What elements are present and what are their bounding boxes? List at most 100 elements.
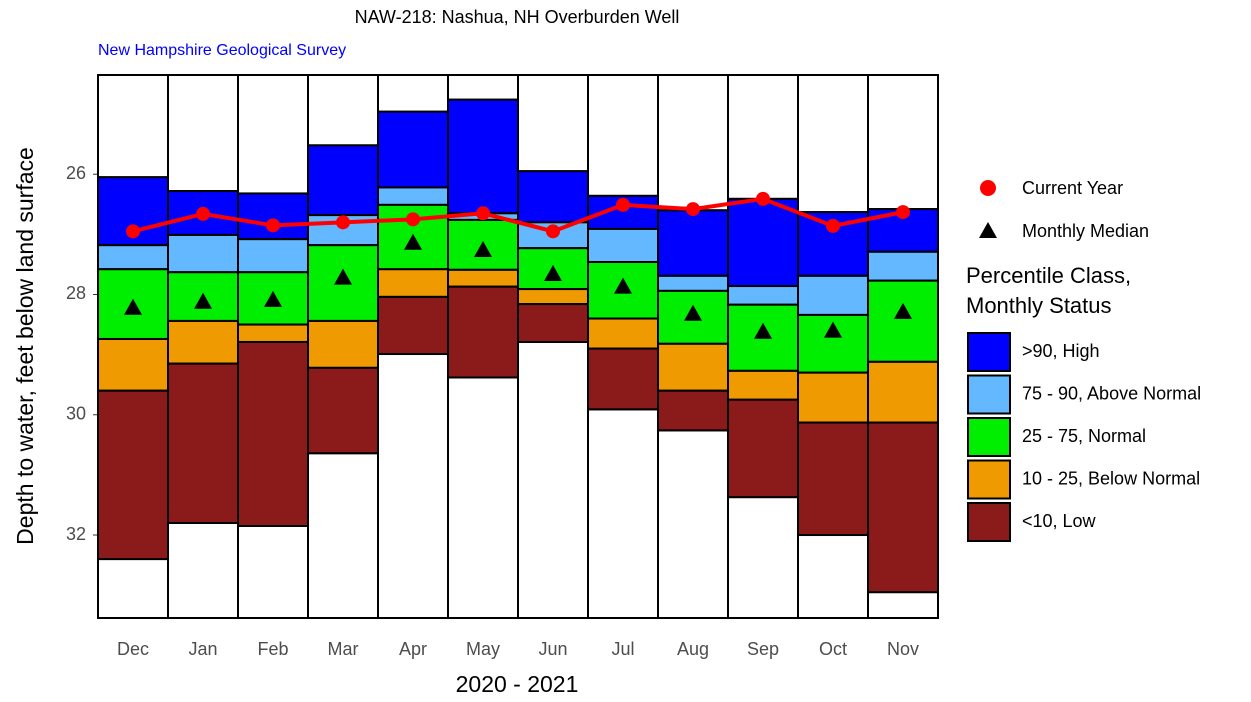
record-box: [97, 74, 169, 179]
legend-swatch: [967, 459, 1011, 500]
legend-marker: [980, 180, 996, 196]
current-point: [616, 197, 630, 212]
x-tick-label: Mar: [328, 639, 359, 659]
record-box: [167, 521, 239, 620]
percentile-band: [657, 274, 729, 292]
percentile-band: [517, 288, 589, 306]
percentile-band: [447, 268, 519, 288]
percentile-band: [377, 295, 449, 356]
percentile-band: [447, 98, 519, 215]
percentile-band: [587, 347, 659, 411]
percentile-band: [97, 244, 169, 271]
median-marker: [264, 290, 282, 307]
chart-title: NAW-218: Nashua, NH Overburden Well: [355, 7, 680, 27]
record-box: [797, 534, 869, 619]
percentile-band: [377, 186, 449, 206]
y-axis-label: Depth to water, feet below land surface: [12, 147, 38, 545]
record-box: [867, 591, 939, 620]
percentile-band: [587, 227, 659, 264]
x-axis-label: 2020 - 2021: [456, 671, 579, 697]
record-box: [307, 74, 379, 147]
current-point: [476, 206, 490, 221]
record-box: [587, 74, 659, 197]
percentile-band: [97, 337, 169, 392]
percentile-band: [727, 398, 799, 499]
x-tick-label: Sep: [747, 639, 779, 659]
record-box: [657, 429, 729, 619]
current-line: [132, 196, 904, 234]
percentile-band: [517, 170, 589, 224]
chart-subtitle: New Hampshire Geological Survey: [98, 42, 346, 59]
legend-swatch: [967, 374, 1011, 415]
percentile-band: [307, 366, 379, 455]
percentile-band: [237, 340, 309, 527]
percentile-band: [447, 285, 519, 379]
median-marker: [894, 302, 912, 319]
legend-label: 10 - 25, Below Normal: [1022, 468, 1200, 488]
percentile-band: [167, 190, 239, 236]
x-tick-label: Jul: [611, 639, 634, 659]
percentile-band: [307, 319, 379, 369]
record-box: [517, 74, 589, 173]
current-point: [406, 212, 420, 227]
percentile-band: [237, 238, 309, 274]
percentile-band: [97, 389, 169, 561]
current-point: [196, 206, 210, 221]
x-tick-label: Jun: [538, 639, 567, 659]
x-tick-label: Feb: [257, 639, 288, 659]
record-box: [727, 496, 799, 620]
legend-title: Percentile Class,: [966, 263, 1131, 288]
median-marker: [404, 233, 422, 250]
current-point: [266, 218, 280, 233]
legend-swatch: [967, 502, 1011, 542]
median-marker: [754, 322, 772, 339]
median-marker: [684, 304, 702, 321]
percentile-band: [867, 360, 939, 424]
legend-marker: [979, 222, 997, 238]
x-tick-label: Jan: [188, 639, 217, 659]
y-tick-label: 26: [66, 163, 86, 183]
record-box: [657, 74, 729, 212]
percentile-band: [377, 268, 449, 298]
legend-swatch: [967, 332, 1011, 372]
record-box: [727, 74, 799, 200]
percentile-band: [657, 209, 729, 277]
median-marker: [194, 292, 212, 309]
median-marker: [824, 321, 842, 338]
current-point: [756, 191, 770, 206]
current-point: [686, 202, 700, 217]
record-box: [587, 408, 659, 619]
y-tick-label: 32: [66, 524, 86, 544]
percentile-band: [237, 323, 309, 343]
median-marker: [614, 277, 632, 294]
percentile-band: [167, 319, 239, 365]
median-marker: [124, 298, 142, 315]
current-point: [126, 224, 140, 239]
record-box: [377, 353, 449, 619]
legend-label: >90, High: [1022, 341, 1100, 361]
y-tick-label: 30: [66, 404, 86, 424]
legend-label: 75 - 90, Above Normal: [1022, 383, 1201, 403]
current-point: [896, 205, 910, 220]
percentile-band: [377, 110, 449, 189]
record-box: [377, 74, 449, 113]
record-box: [237, 524, 309, 620]
record-box: [447, 376, 519, 619]
current-point: [546, 224, 560, 239]
record-box: [167, 74, 239, 193]
legend-title: Monthly Status: [966, 293, 1112, 318]
record-box: [867, 74, 939, 211]
legend-label: 25 - 75, Normal: [1022, 426, 1146, 446]
x-tick-label: Aug: [677, 639, 709, 659]
record-box: [307, 452, 379, 619]
percentile-band: [657, 389, 729, 432]
percentile-band: [727, 369, 799, 401]
x-tick-label: Oct: [819, 639, 847, 659]
percentile-band: [307, 144, 379, 217]
percentile-band: [657, 342, 729, 392]
x-tick-label: Apr: [399, 639, 427, 659]
legend-swatch: [967, 417, 1011, 457]
legend-label: <10, Low: [1022, 511, 1097, 531]
percentile-band: [867, 421, 939, 594]
